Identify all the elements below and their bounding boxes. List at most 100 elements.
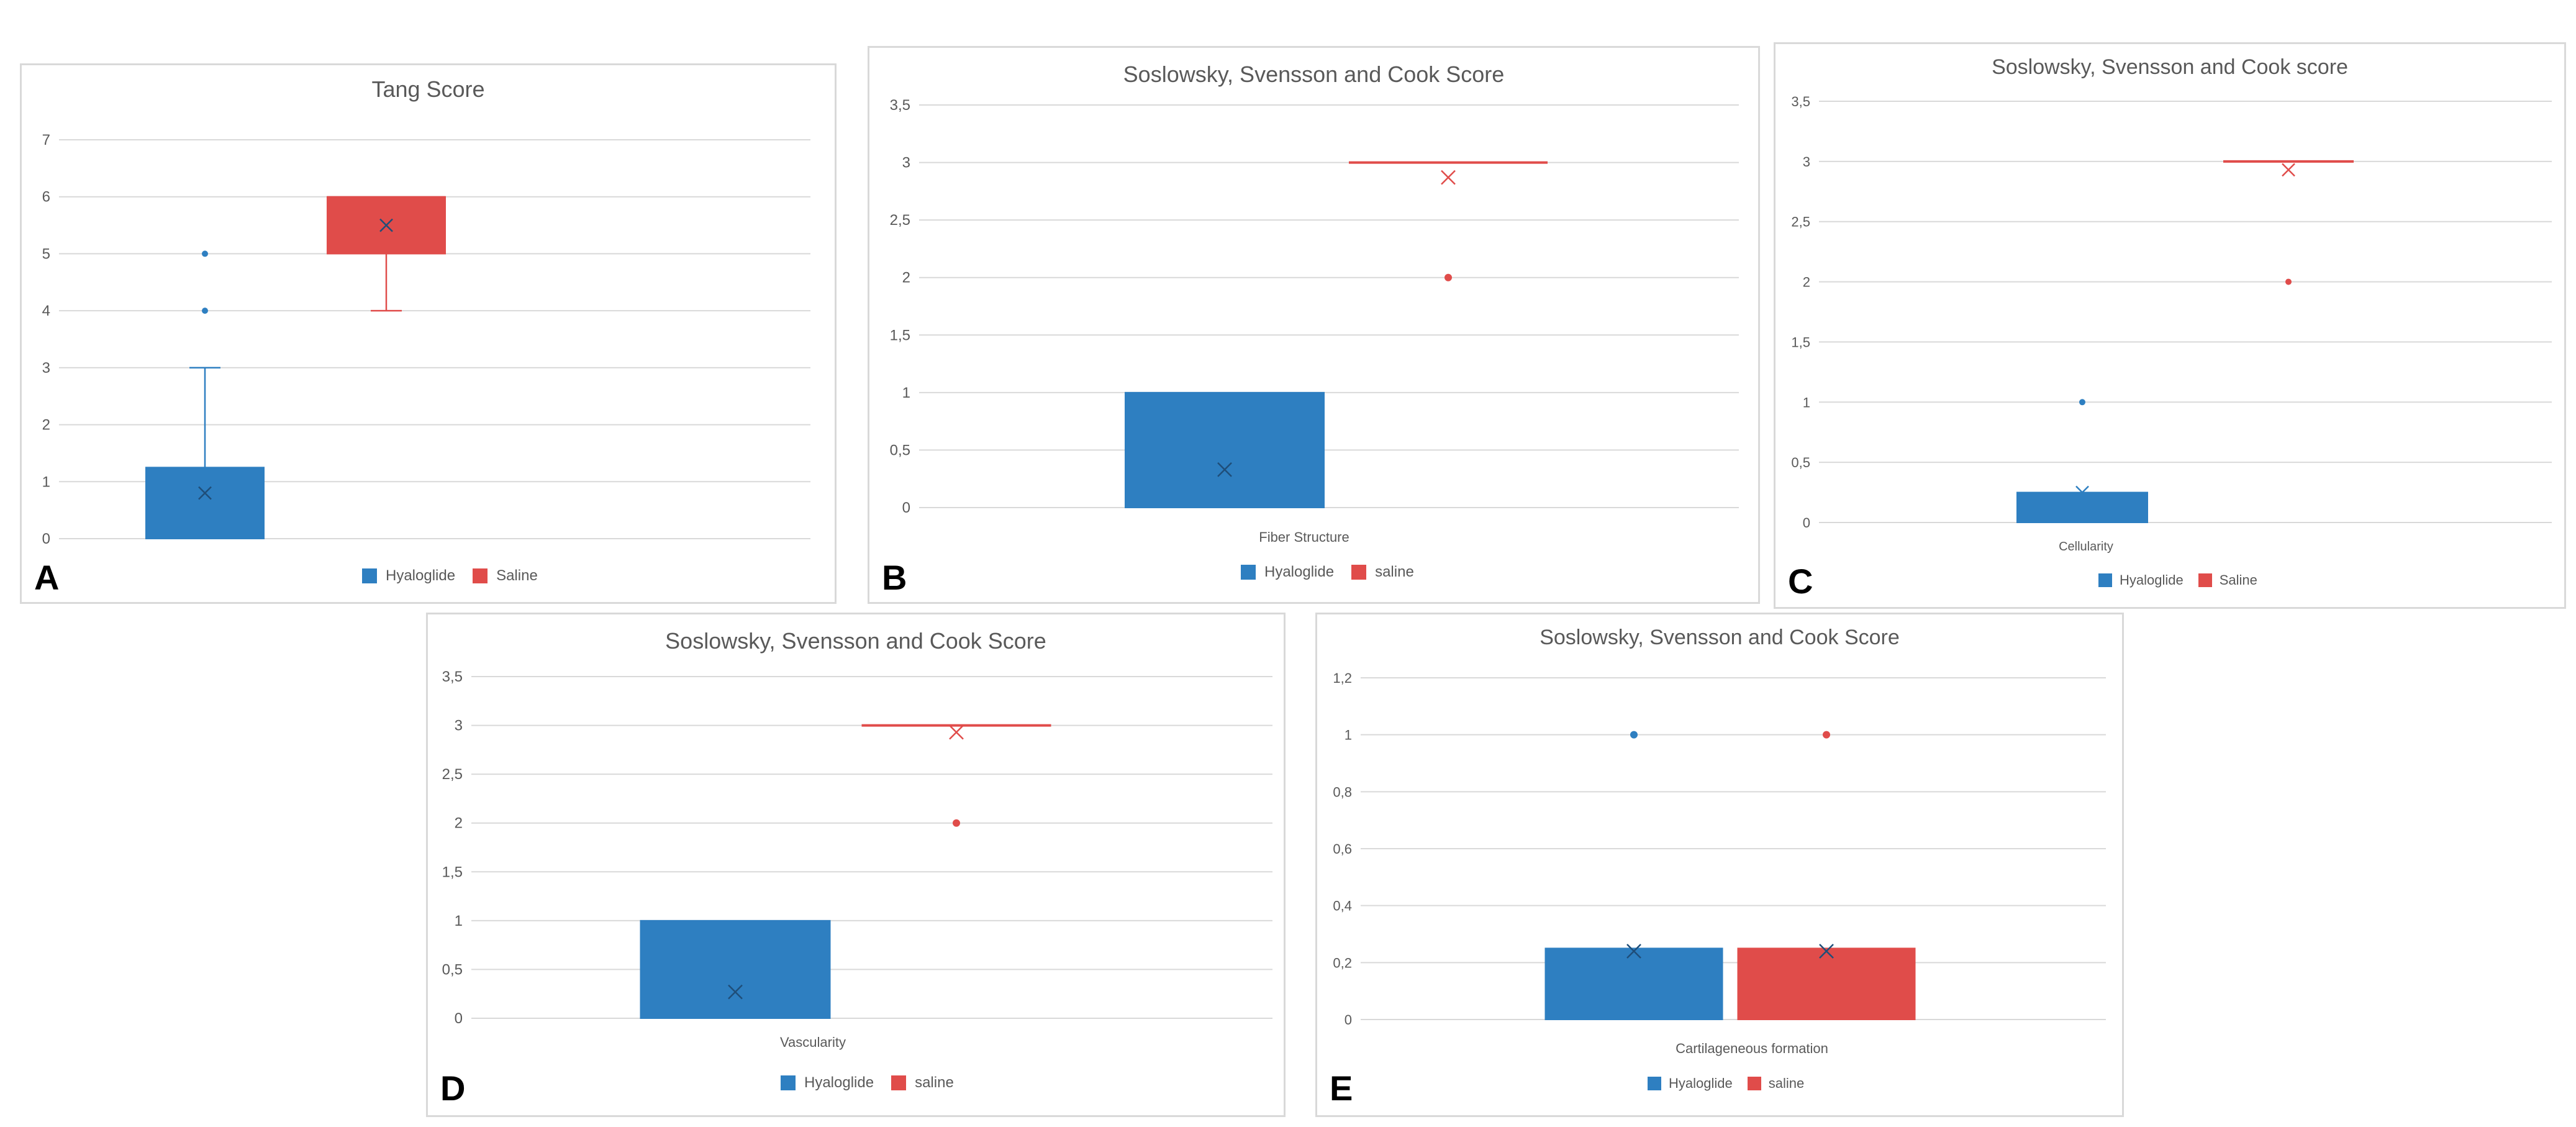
- chart-panel-b: 0 0,5 1 1,5 2 2,5 3 3,5 Soslowsky, Svensson and…: [868, 46, 1760, 604]
- chart-title-b: Soslowsky, Svensson and Cook Score: [1123, 62, 1505, 87]
- legend-swatch-saline-b: [1351, 565, 1367, 580]
- legend-swatch-saline-d: [891, 1075, 907, 1090]
- outlier-point-hyaloglide-e: [1630, 731, 1638, 739]
- legend-label-saline-e: saline: [1768, 1075, 1805, 1091]
- box-hyaloglide-a: [145, 467, 265, 539]
- y-tick-label-e: 0,2: [1333, 955, 1352, 970]
- legend-swatch-hyaloglide-d: [781, 1075, 796, 1090]
- y-tick-label-d: 2,5: [442, 766, 463, 783]
- box-saline-e: [1737, 947, 1916, 1021]
- y-tick-label-c: 2,5: [1791, 214, 1810, 230]
- legend-swatch-hyaloglide-e: [1648, 1077, 1661, 1090]
- y-tick-label-a: 7: [42, 132, 50, 148]
- y-tick-label-c: 0: [1803, 515, 1810, 531]
- y-tick-label-e: 0: [1345, 1012, 1352, 1028]
- chart-panel-e: 0 0,2 0,4 0,6 0,8 1 1,2 Soslowsky, Svensson an…: [1315, 613, 2124, 1117]
- box-hyaloglide-b: [1125, 391, 1325, 508]
- chart-panel-c: 0 0,5 1 1,5 2 2,5 3 3,5 Soslowsky, Svensson and…: [1774, 42, 2566, 609]
- y-tick-label-e: 1,2: [1333, 670, 1352, 686]
- box-hyaloglide-c: [2016, 491, 2148, 523]
- y-tick-label-b: 1,5: [890, 327, 910, 344]
- panel-letter-d: D: [440, 1069, 466, 1108]
- y-tick-label-d: 0,5: [442, 961, 463, 978]
- y-tick-label-e: 1: [1345, 728, 1352, 743]
- y-tick-label-c: 3,5: [1791, 94, 1810, 109]
- y-tick-label-b: 1: [902, 385, 910, 401]
- panel-letter-a: A: [34, 558, 60, 597]
- outlier-point-hyaloglide-c: [2079, 399, 2085, 406]
- panel-letter-c: C: [1788, 562, 1813, 601]
- outlier-point-saline-d: [953, 819, 960, 827]
- outlier-point-saline-e: [1823, 731, 1830, 739]
- y-tick-label-d: 1,5: [442, 864, 463, 880]
- chart-title-c: Soslowsky, Svensson and Cook score: [1992, 55, 2348, 79]
- legend-b: Hyaloglide saline: [1241, 564, 1414, 581]
- y-tick-label-a: 5: [42, 245, 50, 262]
- y-tick-label-b: 3,5: [890, 97, 910, 114]
- box-hyaloglide-d: [640, 919, 831, 1019]
- legend-c: Hyaloglide Saline: [2098, 572, 2257, 588]
- chart-panel-d: 0 0,5 1 1,5 2 2,5 3 3,5 Soslowsky, Svensson and…: [426, 613, 1286, 1117]
- category-label-d: Vascularity: [780, 1034, 846, 1050]
- mean-marker-hyaloglide-a: [198, 486, 212, 500]
- y-tick-label-d: 1: [455, 913, 463, 929]
- chart-panel-a: 0 1 2 3 4 5 6 7 Tang Score Hyaloglide Saline A: [20, 63, 837, 604]
- mean-marker-saline-c: [2282, 163, 2295, 177]
- y-tick-label-a: 2: [42, 417, 50, 434]
- legend-swatch-hyaloglide-c: [2098, 573, 2112, 587]
- y-tick-label-b: 2,5: [890, 212, 910, 229]
- legend-swatch-saline-a: [473, 568, 488, 583]
- y-tick-label-b: 3: [902, 155, 910, 171]
- y-tick-label-a: 4: [42, 303, 50, 319]
- legend-e: Hyaloglide saline: [1648, 1075, 1804, 1092]
- y-tick-label-a: 0: [42, 531, 50, 547]
- y-tick-label-c: 3: [1803, 154, 1810, 170]
- legend-label-hyaloglide-b: Hyaloglide: [1264, 564, 1335, 580]
- legend-label-hyaloglide-a: Hyaloglide: [386, 567, 456, 584]
- legend-label-hyaloglide-c: Hyaloglide: [2120, 572, 2184, 588]
- y-tick-label-c: 2: [1803, 275, 1810, 290]
- plot-area-d: 0 0,5 1 1,5 2 2,5 3 3,5: [442, 668, 1272, 1027]
- y-tick-label-d: 2: [455, 815, 463, 832]
- y-tick-label-e: 0,6: [1333, 841, 1352, 857]
- legend-swatch-saline-c: [2198, 573, 2212, 587]
- legend-d: Hyaloglide saline: [781, 1074, 954, 1092]
- mean-marker-hyaloglide-c: [2075, 485, 2089, 500]
- panel-letter-e: E: [1330, 1069, 1353, 1108]
- y-tick-label-a: 6: [42, 189, 50, 206]
- outlier-point-hyaloglide-a: [202, 308, 208, 314]
- plot-area-e: 0 0,2 0,4 0,6 0,8 1 1,2: [1333, 670, 2106, 1028]
- y-tick-label-b: 2: [902, 270, 910, 286]
- legend-swatch-hyaloglide-a: [362, 568, 377, 583]
- box-hyaloglide-e: [1544, 947, 1723, 1021]
- mean-marker-hyaloglide-b: [1217, 462, 1232, 477]
- legend-a: Hyaloglide Saline: [362, 567, 538, 585]
- y-tick-label-c: 1: [1803, 395, 1810, 410]
- outlier-point-saline-c: [2285, 278, 2292, 285]
- y-tick-label-c: 0,5: [1791, 455, 1810, 470]
- legend-label-hyaloglide-e: Hyaloglide: [1669, 1075, 1733, 1091]
- y-tick-label-b: 0: [902, 500, 910, 516]
- panel-letter-b: B: [882, 558, 907, 597]
- y-tick-label-e: 0,4: [1333, 898, 1352, 914]
- legend-label-saline-d: saline: [915, 1074, 954, 1091]
- chart-title-a: Tang Score: [371, 76, 485, 102]
- y-tick-label-e: 0,8: [1333, 784, 1352, 800]
- outlier-point-hyaloglide-a: [202, 250, 208, 257]
- y-tick-label-c: 1,5: [1791, 334, 1810, 350]
- category-label-e: Cartilageneous formation: [1676, 1041, 1828, 1056]
- legend-label-saline-b: saline: [1375, 564, 1414, 580]
- legend-swatch-saline-e: [1747, 1077, 1761, 1090]
- y-tick-label-a: 1: [42, 473, 50, 490]
- y-tick-label-b: 0,5: [890, 442, 910, 459]
- y-tick-label-a: 3: [42, 360, 50, 376]
- mean-marker-saline-a: [379, 218, 393, 232]
- category-label-b: Fiber Structure: [1259, 529, 1349, 545]
- legend-label-saline-c: Saline: [2219, 572, 2257, 588]
- legend-label-hyaloglide-d: Hyaloglide: [804, 1074, 874, 1091]
- chart-title-d: Soslowsky, Svensson and Cook Score: [665, 628, 1046, 654]
- mean-marker-saline-b: [1441, 170, 1456, 185]
- mean-marker-saline-d: [949, 724, 964, 740]
- outlier-point-saline-b: [1444, 273, 1452, 281]
- legend-swatch-hyaloglide-b: [1241, 565, 1256, 580]
